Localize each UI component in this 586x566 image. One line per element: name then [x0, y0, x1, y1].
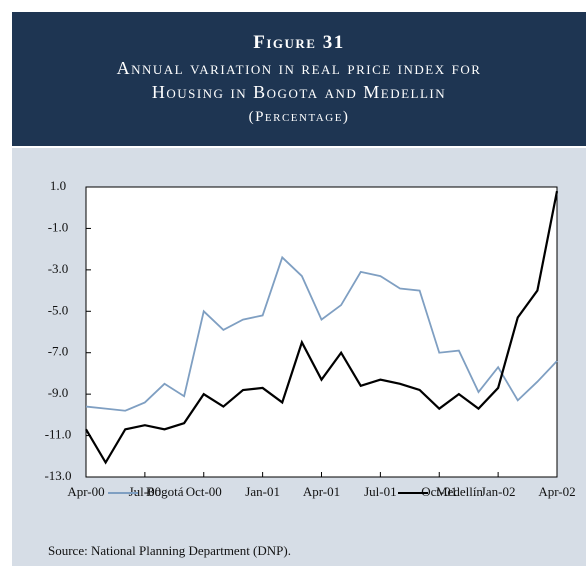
- y-tick-label: -3.0: [48, 261, 69, 276]
- series-line: [85, 255, 558, 412]
- figure-label: Figure 31: [253, 32, 344, 53]
- x-tick-label: Jul-00: [129, 484, 162, 499]
- x-tick-label: Jul-01: [364, 484, 397, 499]
- y-tick-label: -11.0: [45, 427, 72, 442]
- x-tick-label: Oct-00: [186, 484, 222, 499]
- legend-label: Bogotá: [146, 484, 184, 499]
- chart-title-line2: Housing in Bogota and Medellin: [152, 82, 446, 102]
- x-tick-label: Apr-00: [67, 484, 104, 499]
- chart-subtitle: (Percentage): [249, 109, 350, 125]
- legend-label: Medellín: [436, 484, 483, 499]
- plot-area: [85, 186, 558, 478]
- series-line: [85, 190, 559, 465]
- header-band: [12, 12, 586, 146]
- source-note: Source: National Planning Department (DN…: [48, 543, 291, 558]
- y-tick-label: -9.0: [48, 385, 69, 400]
- chart-title: Annual variation in real price index for: [117, 58, 482, 78]
- y-tick-label: -13.0: [44, 468, 71, 483]
- x-tick-label: Apr-02: [538, 484, 575, 499]
- x-tick-label: Apr-01: [303, 484, 340, 499]
- x-tick-label: Jan-02: [481, 484, 516, 499]
- x-tick-label: Oct-01: [421, 484, 457, 499]
- y-tick-label: -1.0: [48, 219, 69, 234]
- y-tick-label: -5.0: [48, 302, 69, 317]
- y-tick-label: 1.0: [50, 178, 66, 193]
- x-tick-label: Jan-01: [245, 484, 280, 499]
- y-tick-label: -7.0: [48, 344, 69, 359]
